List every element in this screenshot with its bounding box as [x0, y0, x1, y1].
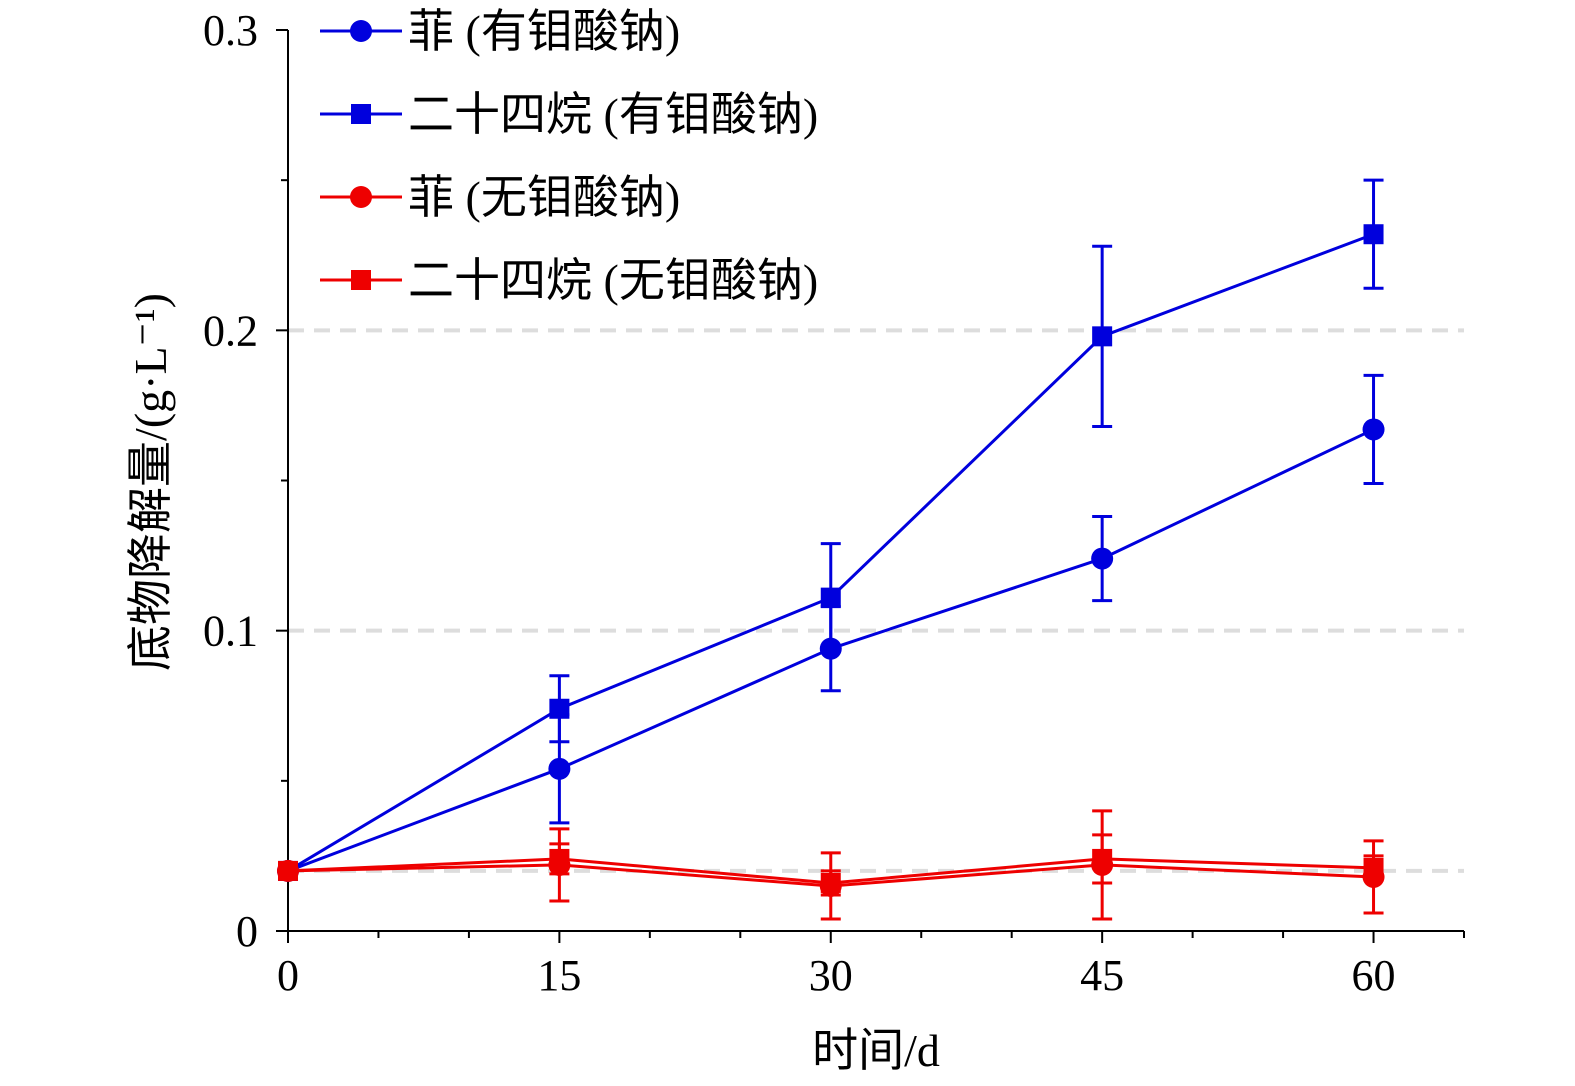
- legend-item-3: 二十四烷 (无钼酸钠): [320, 255, 818, 306]
- legend-label-2: 菲 (无钼酸钠): [408, 172, 680, 223]
- x-axis-title: 时间/d: [812, 1025, 940, 1076]
- legend-swatch-marker-0: [350, 20, 372, 42]
- y-tick-label-0: 0: [236, 907, 258, 956]
- series-0-point-3: [1091, 547, 1114, 570]
- legend-item-1: 二十四烷 (有钼酸钠): [320, 89, 818, 140]
- x-tick-label-3: 45: [1080, 951, 1124, 1000]
- legend-swatch-marker-3: [351, 270, 371, 290]
- series-3-point-0: [278, 860, 298, 881]
- reference-lines: [288, 328, 1464, 873]
- y-tick-label-1: 0.1: [203, 607, 258, 656]
- legend: 菲 (有钼酸钠) 二十四烷 (有钼酸钠) 菲 (无钼酸钠) 二十四烷 (无钼酸钠): [320, 6, 818, 306]
- series-3-point-2: [820, 872, 841, 893]
- y-axis-title: 底物降解量/(g·L⁻¹): [125, 293, 176, 671]
- axes: [287, 30, 1464, 932]
- legend-swatch-marker-2: [350, 186, 372, 208]
- series-1-point-2: [820, 587, 841, 608]
- series-1-point-4: [1363, 224, 1384, 245]
- series-layer: [277, 178, 1385, 921]
- series-3-point-4: [1363, 857, 1384, 878]
- x-tick-label-2: 30: [809, 951, 853, 1000]
- legend-label-0: 菲 (有钼酸钠): [408, 6, 680, 57]
- series-3: [278, 833, 1384, 897]
- x-tick-label-1: 15: [537, 951, 581, 1000]
- series-3-point-1: [549, 848, 570, 869]
- legend-swatch-marker-1: [351, 104, 371, 124]
- legend-item-0: 菲 (有钼酸钠): [320, 6, 680, 57]
- series-1-point-3: [1092, 326, 1113, 347]
- tick-labels: 0 15 30 45 60 0 0.1 0.2 0.3: [203, 6, 1396, 1000]
- x-tick-label-0: 0: [277, 951, 299, 1000]
- series-1-point-1: [549, 698, 570, 719]
- x-tick-label-4: 60: [1352, 951, 1396, 1000]
- legend-label-1: 二十四烷 (有钼酸钠): [408, 89, 818, 140]
- tick-marks: [276, 29, 1465, 943]
- legend-label-3: 二十四烷 (无钼酸钠): [408, 255, 818, 306]
- legend-item-2: 菲 (无钼酸钠): [320, 172, 680, 223]
- series-3-point-3: [1092, 848, 1113, 869]
- series-0-point-1: [548, 757, 571, 780]
- y-tick-label-2: 0.2: [203, 306, 258, 355]
- series-0-point-4: [1362, 418, 1385, 441]
- y-tick-label-3: 0.3: [203, 6, 258, 55]
